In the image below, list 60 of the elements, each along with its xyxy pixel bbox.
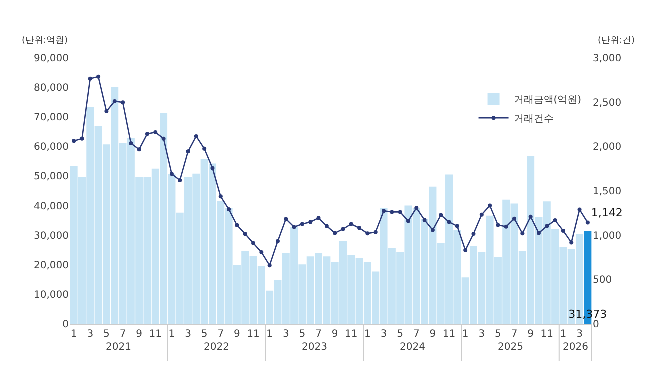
y-tick-label: 50,000 [34, 172, 69, 183]
text: 2021 [106, 342, 132, 353]
text: 2023 [302, 342, 328, 353]
x-tick-label: 3 [185, 329, 192, 340]
x-tick-label: 3 [576, 329, 583, 340]
x-tick-label: 3 [380, 329, 388, 340]
x-tick-label: 11 [149, 329, 162, 340]
x-tick-label: 3 [282, 329, 290, 340]
text: 2024 [400, 342, 426, 353]
x-tick-label: 3 [87, 329, 94, 340]
x-tick-label: 11 [540, 329, 554, 340]
y-tick-label: 60,000 [34, 142, 69, 154]
y-tick-label: 90,000 [34, 54, 69, 64]
y-tick-label: 30,000 [34, 230, 69, 242]
text: 2022 [204, 342, 230, 353]
x-tick-label: 7 [413, 329, 420, 340]
x-tick-label: 1 [364, 329, 371, 340]
x-tick-label: 1 [266, 329, 274, 340]
y-tick-label: 80,000 [34, 83, 69, 94]
x-tick-label: 5 [299, 329, 306, 340]
y2-tick-label: 2,000 [593, 142, 622, 154]
x-tick-label: 11 [247, 329, 260, 340]
data-label: 1,142 [591, 206, 623, 220]
x-tick-label: 3 [478, 329, 486, 340]
x-tick-label: 7 [316, 329, 322, 340]
x-tick-label: 7 [218, 329, 224, 340]
text: 2026 [563, 342, 588, 353]
x-tick-label: 7 [511, 329, 518, 340]
x-tick-label: 5 [201, 329, 208, 340]
x-tick-label: 5 [495, 329, 502, 340]
x-tick-label: 1 [70, 329, 78, 340]
y2-tick-label: 1,000 [593, 230, 622, 242]
legend-label: 거래금액(억원) [514, 95, 582, 106]
y2-tick-label: 0 [593, 320, 600, 330]
y2-tick-label: 3,000 [593, 54, 622, 64]
x-tick-label: 9 [332, 329, 338, 340]
x-tick-label: 5 [397, 329, 404, 340]
x-tick-label: 1 [560, 329, 567, 340]
y-tick-label: 0 [62, 320, 69, 330]
y-tick-label: 10,000 [34, 290, 69, 301]
y-tick-label: 20,000 [34, 260, 69, 272]
y2-tick-label: 2,500 [593, 98, 622, 109]
x-tick-label: 11 [442, 329, 456, 340]
text: 2025 [498, 342, 524, 353]
x-tick-label: 5 [104, 329, 110, 340]
x-tick-label: 9 [528, 329, 534, 340]
x-tick-label: 9 [234, 329, 240, 340]
x-tick-label: 7 [120, 329, 126, 340]
legend-label: 거래건수 [514, 114, 554, 125]
y2-axis-title: (단위:건) [598, 36, 636, 46]
y-axis-title: (단위:억원) [22, 36, 68, 46]
x-tick-label: 9 [430, 329, 436, 340]
y-tick-label: 40,000 [34, 201, 69, 212]
x-tick-label: 9 [136, 329, 143, 340]
x-tick-label: 1 [462, 329, 469, 340]
x-tick-label: 11 [345, 329, 358, 340]
y-tick-label: 70,000 [34, 112, 69, 124]
y2-tick-label: 500 [593, 275, 612, 286]
x-tick-label: 1 [168, 329, 176, 340]
y2-tick-label: 1,500 [593, 186, 622, 198]
